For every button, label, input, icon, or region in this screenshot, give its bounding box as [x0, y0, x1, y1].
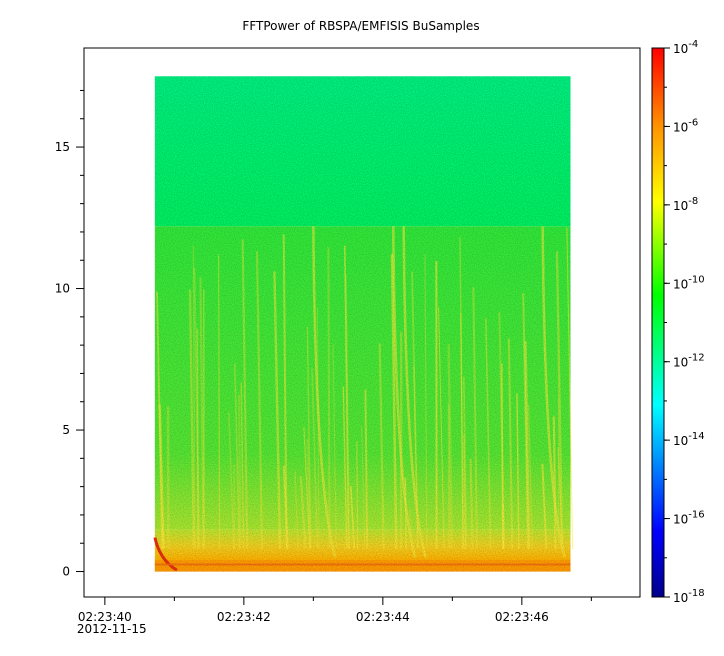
y-tick-label: 5 — [62, 423, 70, 437]
noise-overlay — [154, 76, 571, 572]
chart-title: FFTPower of RBSPA/EMFISIS BuSamples — [242, 19, 479, 33]
colorbar — [651, 47, 665, 598]
x-tick-label: 02:23:42 — [217, 610, 271, 624]
colorbar-axis: 10-4 10-6 10-8 10-10 10-12 10-14 10-16 10-18 — [664, 39, 705, 605]
colorbar-tick-label: 10-12 — [673, 353, 705, 370]
x-tick-sublabel: 2012-11-15 — [77, 622, 147, 636]
y-tick-label: 15 — [55, 140, 70, 154]
colorbar-tick-label: 10-18 — [673, 588, 705, 605]
x-tick-label: 02:23:44 — [356, 610, 410, 624]
x-tick-label: 02:23:40 — [78, 610, 132, 624]
colorbar-tick-label: 10-4 — [673, 39, 698, 56]
colorbar-tick-label: 10-14 — [673, 431, 705, 448]
colorbar-tick-label: 10-8 — [673, 196, 698, 213]
colorbar-tick-label: 10-16 — [673, 510, 705, 527]
spectrogram-image — [153, 76, 574, 572]
y-tick-label: 10 — [55, 282, 70, 296]
colorbar-tick-label: 10-6 — [673, 117, 698, 134]
y-tick-label: 0 — [62, 565, 70, 579]
colorbar-tick-label: 10-10 — [673, 274, 705, 291]
x-tick-label: 02:23:46 — [495, 610, 549, 624]
y-axis: 0 5 10 15 — [55, 89, 84, 579]
